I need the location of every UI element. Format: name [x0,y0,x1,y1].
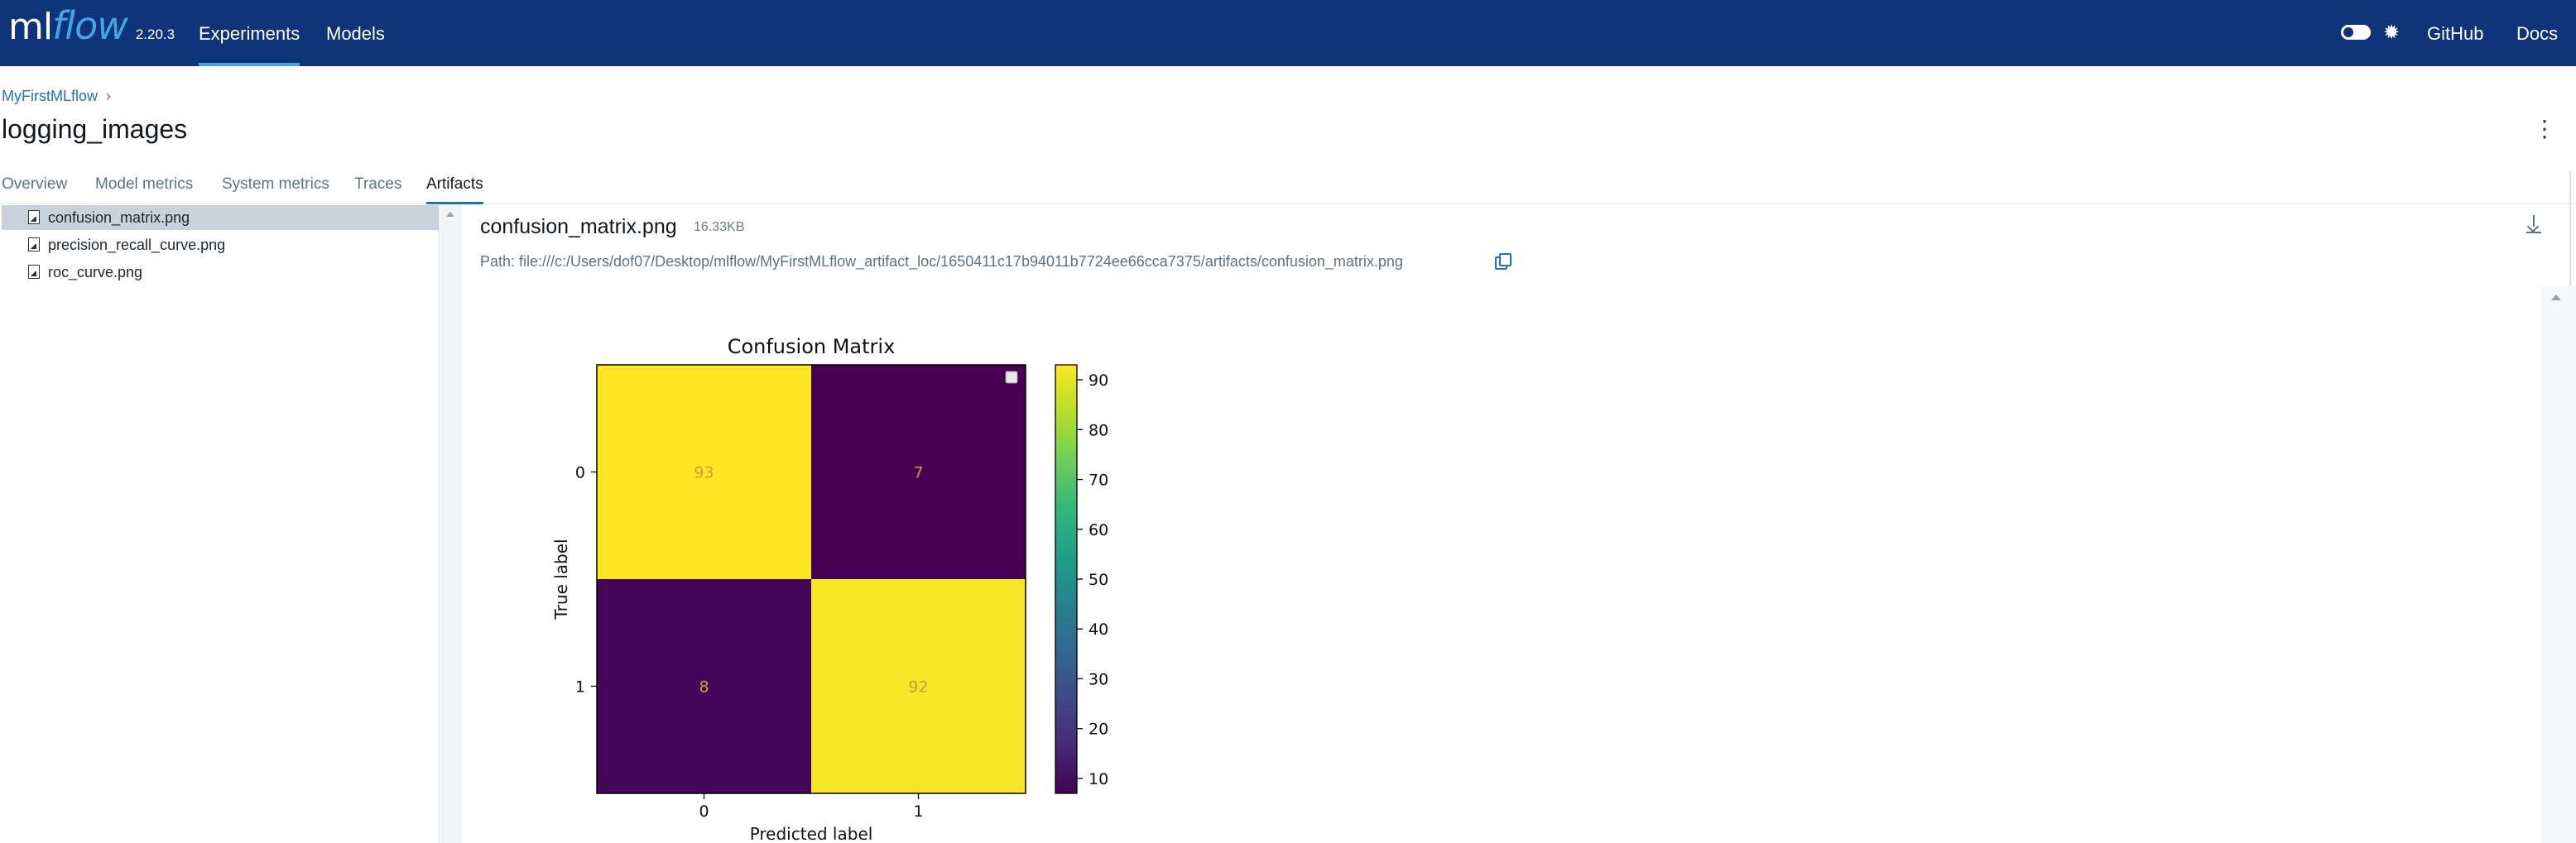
tab-model-metrics[interactable]: Model metrics [95,175,194,193]
version-label: 2.20.3 [135,26,175,42]
x-tick-label: 0 [699,802,709,821]
cell-value-label: 92 [908,678,928,697]
file-item-label: confusion_matrix.png [48,209,190,226]
tab-traces[interactable]: Traces [354,175,402,193]
colorbar-tick-label: 30 [1089,670,1108,688]
logo-flow: flow [52,3,128,48]
more-options-icon[interactable]: ⋮ [2533,116,2556,141]
file-item-precision-recall-curve[interactable]: precision_recall_curve.png [2,232,439,257]
cell-value-label: 7 [913,464,923,482]
matrix-cell [811,579,1026,793]
colorbar-tick-label: 40 [1089,620,1108,639]
breadcrumb-experiment-link[interactable]: MyFirstMLflow [2,88,98,104]
scroll-up-arrow-icon[interactable] [446,212,454,217]
matrix-cell [597,579,811,793]
matrix-cell [811,365,1026,579]
nav-experiments[interactable]: Experiments [199,0,300,66]
confusion-matrix-image: 93 7 8 92 Confusion Matrix 0 1 0 1 Predicted labe… [530,323,1126,843]
file-item-roc-curve[interactable]: roc_curve.png [2,260,439,285]
empty-legend-box [1005,371,1018,384]
file-tree-scrollbar[interactable] [440,205,462,843]
breadcrumb: MyFirstMLflow › [2,88,111,105]
top-nav-bar: ml flow 2.20.3 Experiments Models ✹ GitHu… [0,0,2576,66]
artifact-name: confusion_matrix.png [480,215,677,238]
image-file-icon [28,237,40,251]
run-tabs: Overview Model metrics System metrics Tr… [0,170,2576,204]
colorbar-tick-label: 90 [1089,371,1108,390]
tab-system-metrics[interactable]: System metrics [222,175,329,193]
page-scrollbar-track[interactable] [2569,170,2571,286]
file-item-confusion-matrix[interactable]: confusion_matrix.png [2,205,439,230]
tab-overview[interactable]: Overview [2,175,68,193]
chart-title: Confusion Matrix [728,335,896,358]
mlflow-logo[interactable]: ml flow 2.20.3 [8,3,175,63]
colorbar [1055,364,1078,794]
colorbar-tick-label: 20 [1089,721,1108,739]
file-item-label: roc_curve.png [48,264,143,280]
image-file-icon [28,265,40,279]
preview-scrollbar[interactable] [2541,286,2576,843]
download-icon[interactable] [2523,213,2546,237]
nav-models[interactable]: Models [326,23,385,44]
artifact-file-tree: confusion_matrix.png precision_recall_cu… [0,205,440,843]
y-tick-label: 0 [575,464,585,482]
tab-artifacts[interactable]: Artifacts [426,175,483,204]
colorbar-tick-label: 50 [1089,571,1108,589]
github-link[interactable]: GitHub [2427,23,2484,44]
x-axis-label: Predicted label [750,824,873,843]
colorbar-tick-label: 80 [1089,421,1108,439]
scroll-up-arrow-icon[interactable] [2551,295,2561,300]
file-item-label: precision_recall_curve.png [48,237,226,253]
y-axis-label: True label [551,539,571,620]
sun-icon[interactable]: ✹ [2382,22,2401,44]
artifact-size: 16.33KB [694,220,745,234]
chevron-right-icon: › [106,88,111,104]
dark-mode-toggle[interactable] [2341,25,2371,40]
colorbar-tick-label: 60 [1089,521,1108,539]
colorbar-tick-label: 10 [1089,770,1108,788]
matrix-cell [597,365,811,579]
artifact-path: Path: file:///c:/Users/dof07/Desktop/mlf… [480,253,1403,270]
logo-ml: ml [8,6,53,48]
x-tick-label: 1 [913,802,923,821]
cell-value-label: 8 [699,678,709,697]
matrix-frame [596,364,1026,794]
image-file-icon [28,210,40,224]
cell-value-label: 93 [694,464,714,482]
y-tick-label: 1 [575,678,585,697]
page-title: logging_images [2,114,188,144]
docs-link[interactable]: Docs [2516,23,2559,44]
colorbar-tick-label: 70 [1089,472,1108,490]
copy-icon[interactable] [1495,253,1511,270]
